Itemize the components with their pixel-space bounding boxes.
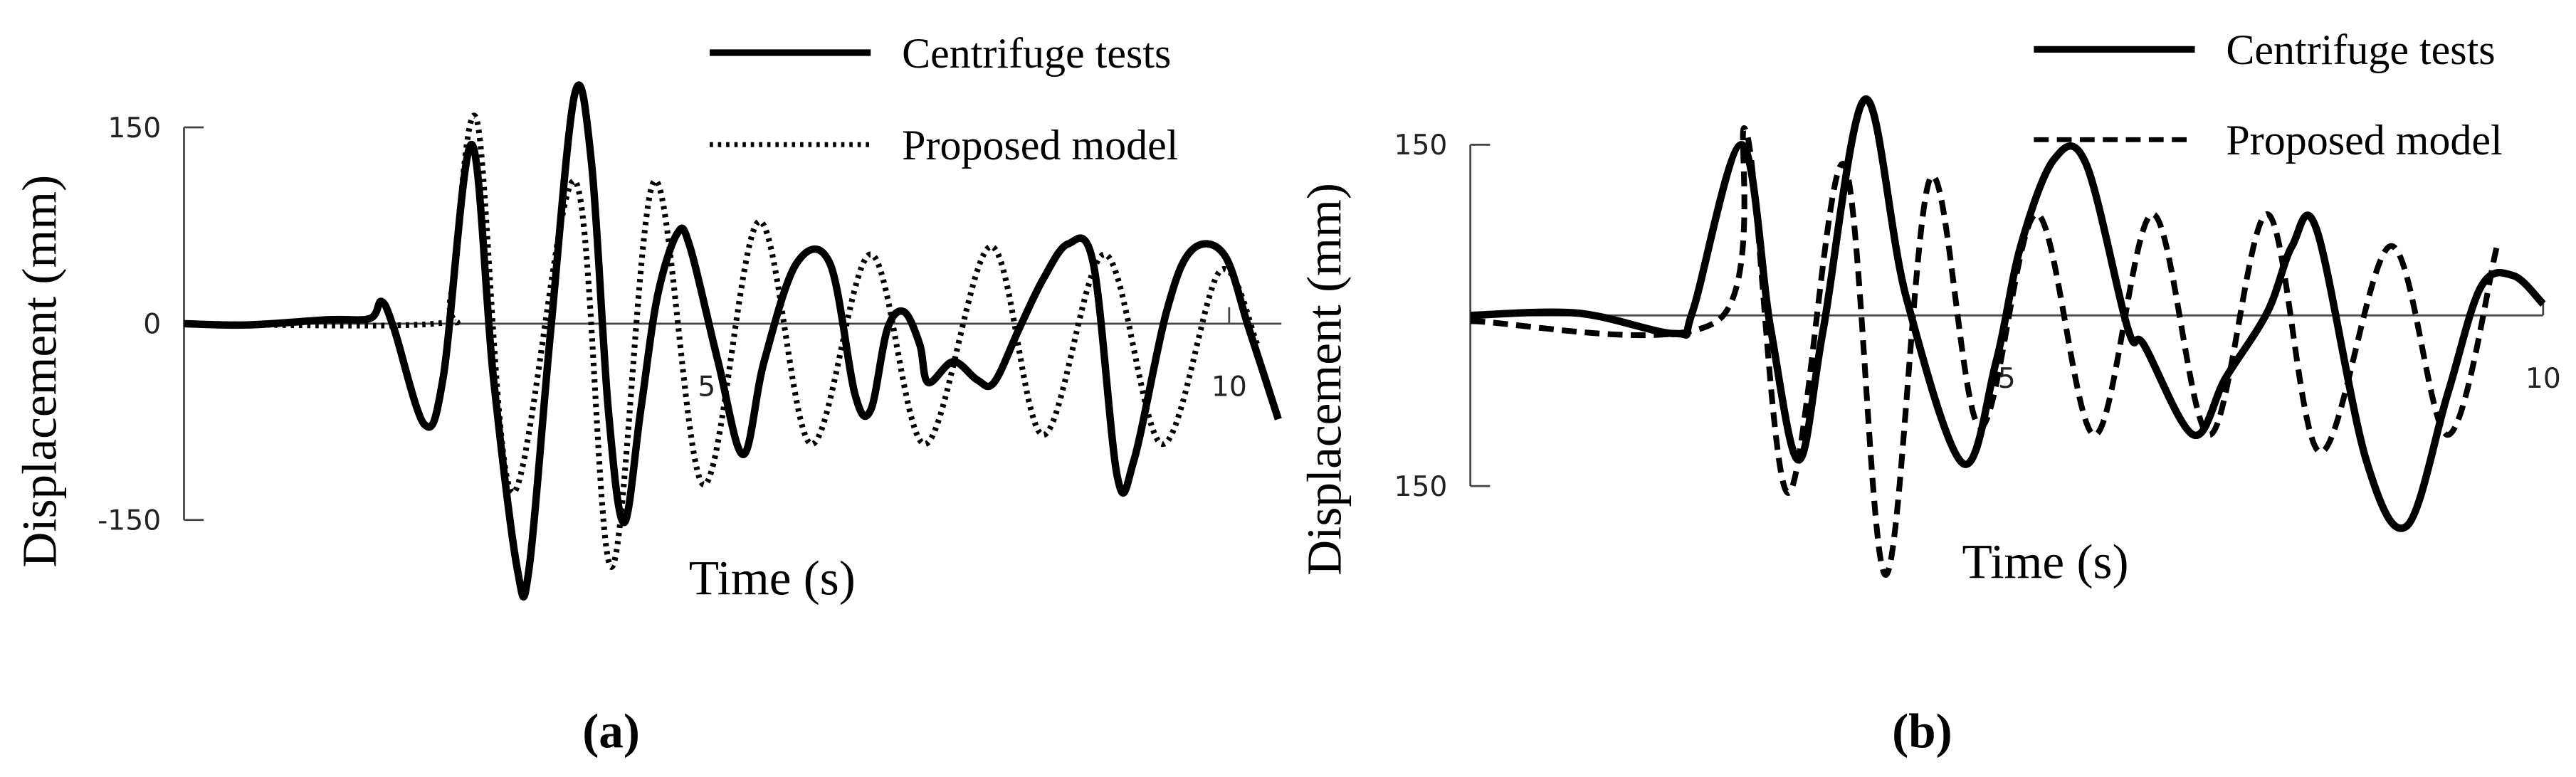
y-tick-label: 150 (1394, 471, 1448, 503)
panel: -150 0 150 5 10 Centrifuge tests Proposed mode… (11, 30, 1282, 758)
panel-label: (a) (582, 703, 640, 758)
legend-label: Centrifuge tests (2226, 26, 2495, 73)
x-tick-label: 10 (1211, 371, 1247, 403)
legend-label: Centrifuge tests (902, 30, 1171, 77)
legend-label: Proposed model (2226, 117, 2502, 164)
y-tick-label: -150 (98, 505, 161, 537)
x-tick-label: 10 (2525, 363, 2561, 395)
y-tick-label: 150 (107, 112, 161, 144)
x-axis-label: Time (s) (1962, 534, 2128, 589)
panel-label: (b) (1892, 703, 1952, 758)
y-tick-label: 0 (143, 309, 161, 341)
y-axis-label: Displacement (mm) (11, 175, 66, 568)
x-tick-label: 5 (698, 371, 715, 403)
legend-label: Proposed model (902, 122, 1178, 169)
y-axis-label: Displacement (mm) (1296, 183, 1351, 576)
y-tick-label: 150 (1394, 130, 1448, 162)
series-line (1470, 125, 2500, 578)
panel: 150 150 5 10 Centrifuge tests Proposed model D… (1296, 26, 2560, 758)
x-tick-label: 5 (1998, 363, 2016, 395)
series-line (184, 112, 1261, 571)
x-axis-label: Time (s) (689, 551, 856, 606)
series-line (184, 81, 1282, 601)
